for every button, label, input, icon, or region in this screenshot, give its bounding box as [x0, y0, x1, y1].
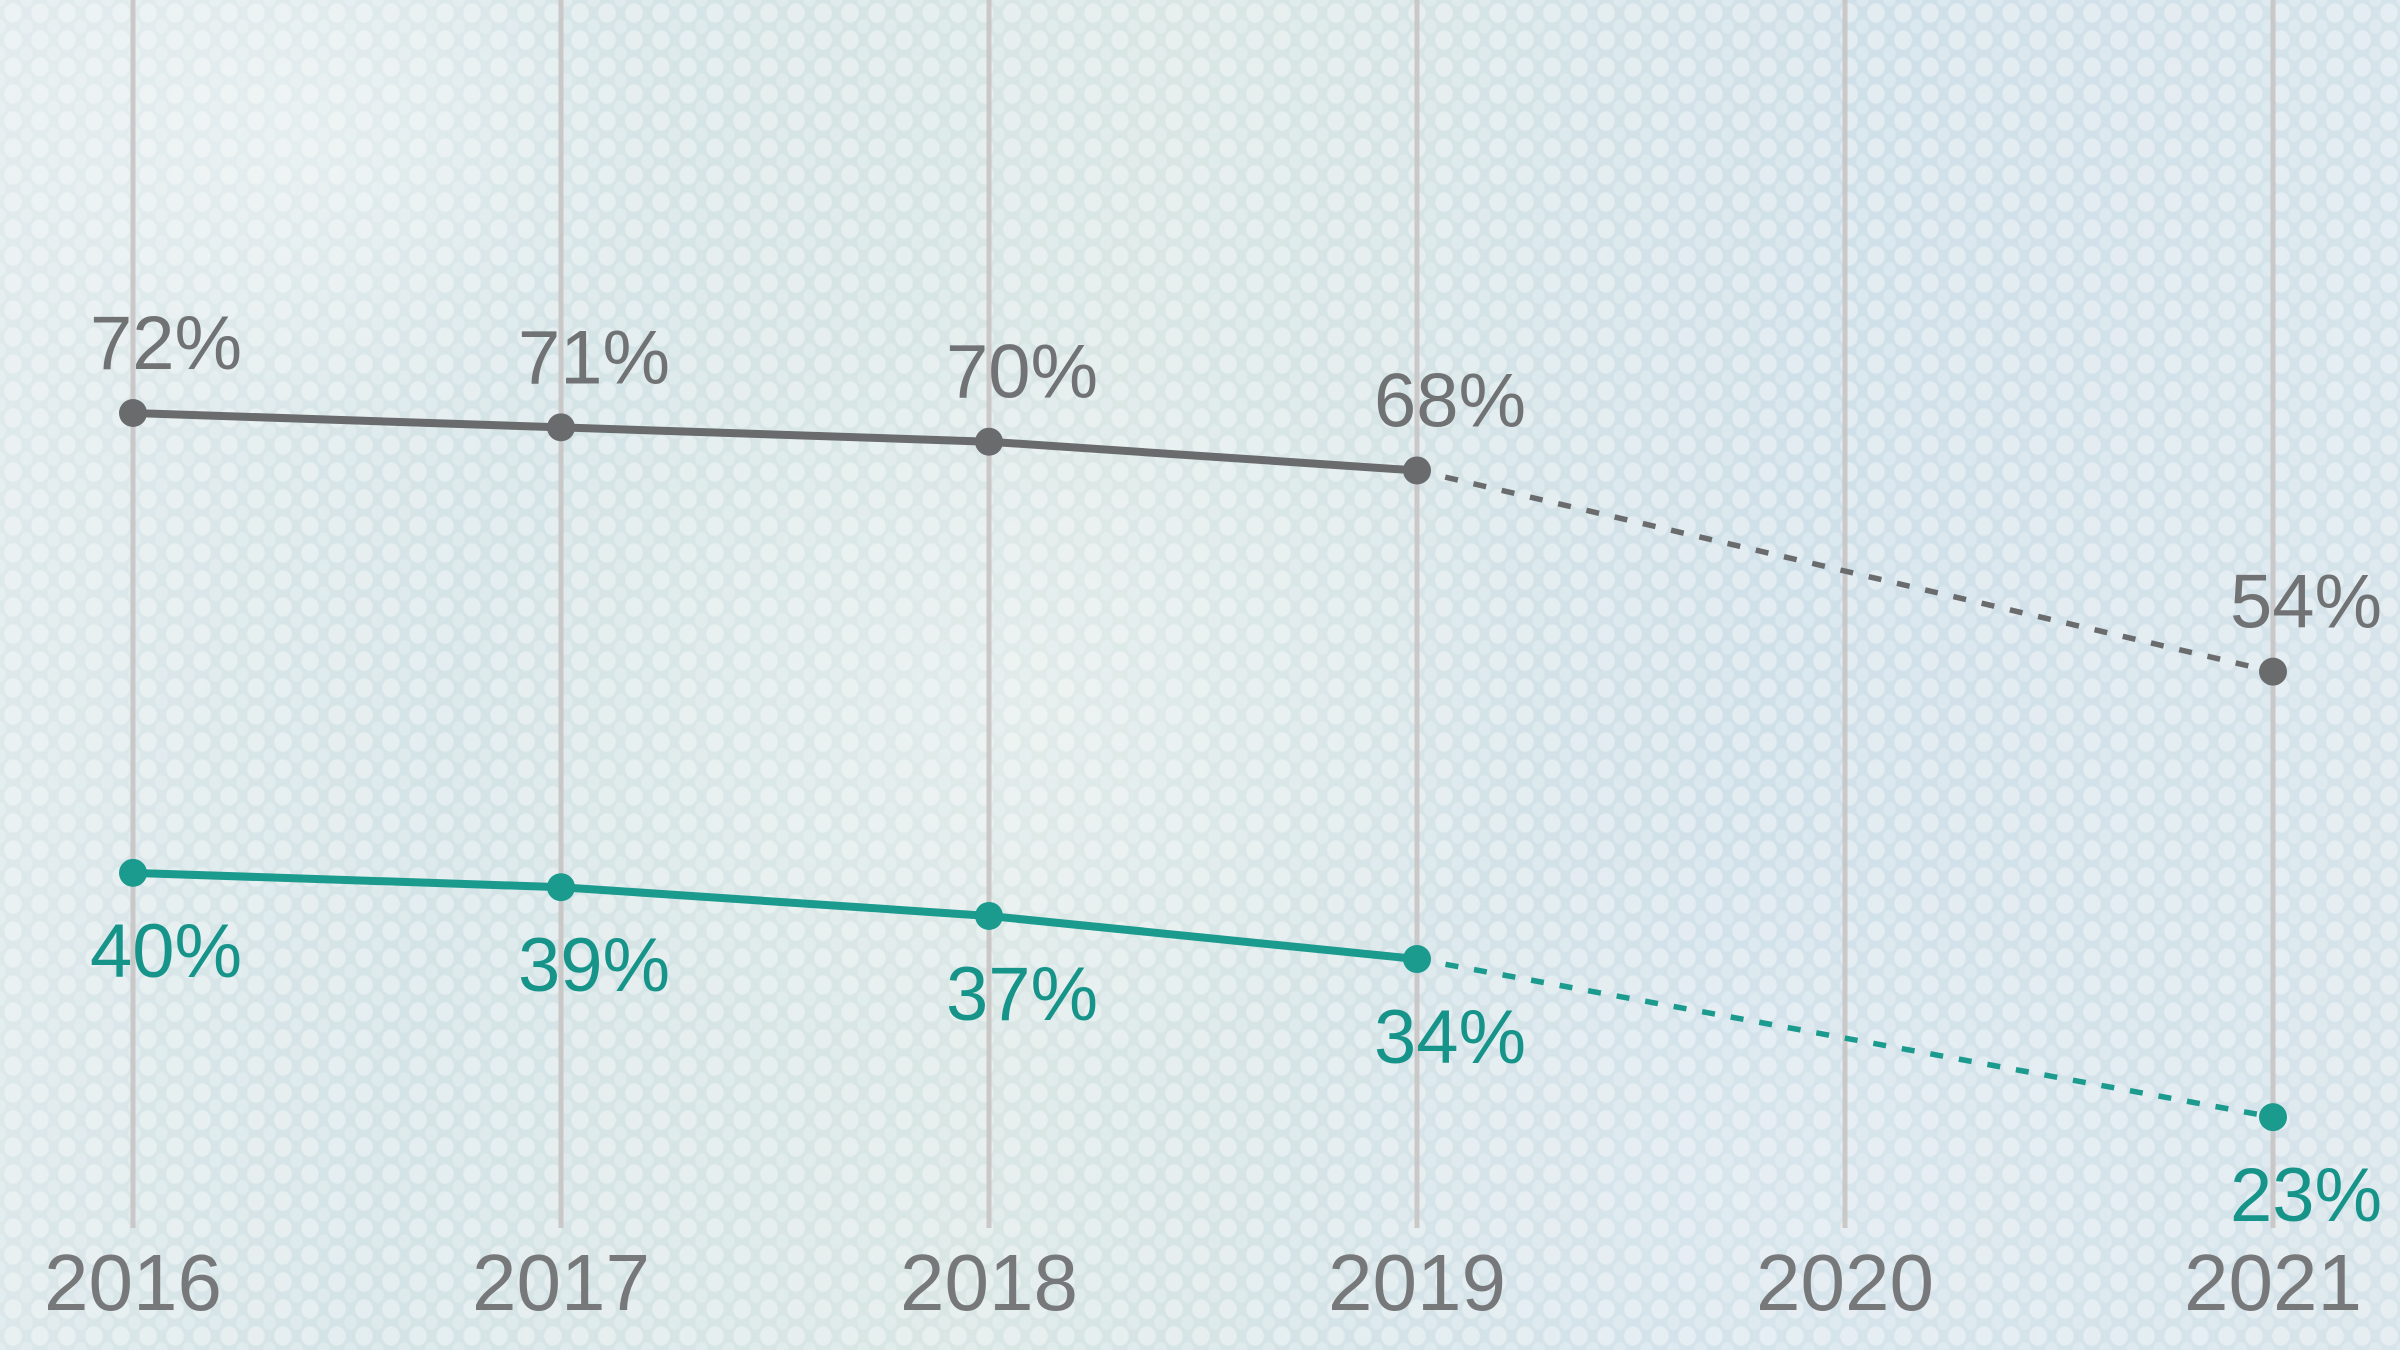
- year-label-2016: 2016: [44, 1238, 222, 1327]
- top-gray-series-label-2018: 70%: [946, 330, 1098, 415]
- top-gray-series-label-2019: 68%: [1374, 358, 1526, 443]
- top-gray-series-point-2019: [1403, 456, 1431, 485]
- bottom-teal-series-line-dotted: [1416, 956, 2274, 1120]
- bottom-teal-series-point-2016: [119, 858, 147, 887]
- top-gray-series-label-2017: 71%: [518, 315, 670, 400]
- bottom-teal-series-point-2017: [547, 873, 575, 902]
- top-gray-series: 72% 71% 70% 68% 54%: [90, 301, 2382, 686]
- top-gray-series-line-dotted: [1416, 467, 2274, 675]
- top-gray-series-label-2016: 72%: [90, 301, 242, 386]
- bottom-teal-series: 40% 39% 37% 34% 23%: [90, 858, 2382, 1238]
- year-label-2021: 2021: [2184, 1238, 2362, 1327]
- top-gray-series-point-2016: [119, 399, 147, 427]
- year-label-2020: 2020: [1756, 1238, 1934, 1327]
- bottom-teal-series-label-2017: 39%: [518, 923, 670, 1008]
- series-group: 72% 71% 70% 68% 54% 40% 39% 37% 34% 23%: [90, 301, 2382, 1238]
- top-gray-series-point-2017: [547, 413, 575, 442]
- bottom-teal-series-label-2019: 34%: [1374, 995, 1526, 1080]
- bottom-teal-series-point-2018: [975, 901, 1003, 930]
- bottom-teal-series-point-2019: [1403, 945, 1431, 974]
- year-label-2018: 2018: [900, 1238, 1078, 1327]
- bottom-teal-series-point-2021: [2259, 1103, 2287, 1132]
- top-gray-series-point-2021: [2259, 657, 2287, 686]
- top-gray-series-line-solid: [129, 409, 1421, 475]
- top-gray-series-point-2018: [975, 427, 1003, 456]
- bottom-teal-series-label-2018: 37%: [946, 952, 1098, 1037]
- bottom-teal-series-label-2016: 40%: [90, 909, 242, 994]
- year-label-2017: 2017: [472, 1238, 650, 1327]
- gridlines-group: [130, 0, 2276, 1228]
- bottom-teal-series-label-2021: 23%: [2230, 1153, 2382, 1238]
- top-gray-series-label-2021: 54%: [2230, 560, 2382, 645]
- x-axis-tick-labels: 2016 2017 2018 2019 2020 2021: [44, 1238, 2362, 1327]
- year-label-2019: 2019: [1328, 1238, 1506, 1327]
- bottom-teal-series-line-solid: [129, 868, 1421, 964]
